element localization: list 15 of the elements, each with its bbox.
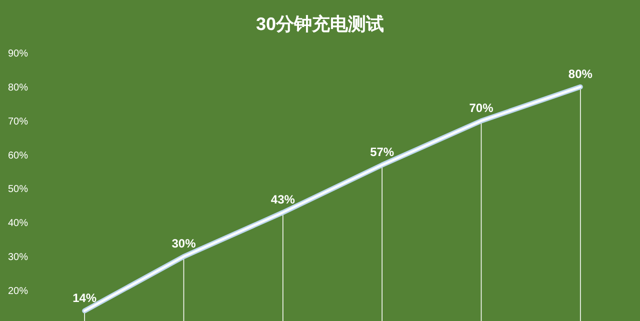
y-tick-label: 30%: [8, 252, 28, 264]
y-tick-label: 60%: [8, 150, 28, 162]
y-tick-label: 50%: [8, 184, 28, 196]
y-tick-label: 80%: [8, 82, 28, 94]
y-tick-label: 20%: [8, 286, 28, 297]
data-label: 70%: [469, 100, 494, 115]
data-label: 30%: [172, 236, 196, 251]
data-label: 43%: [270, 192, 296, 206]
y-tick-label: 90%: [8, 48, 28, 60]
data-label: 57%: [370, 144, 394, 159]
data-label: 14%: [72, 290, 97, 305]
y-tick-label: 40%: [8, 218, 28, 230]
y-tick-label: 70%: [8, 116, 28, 128]
data-label: 80%: [568, 66, 593, 81]
chart-title: 30分钟充电测试: [256, 14, 384, 34]
